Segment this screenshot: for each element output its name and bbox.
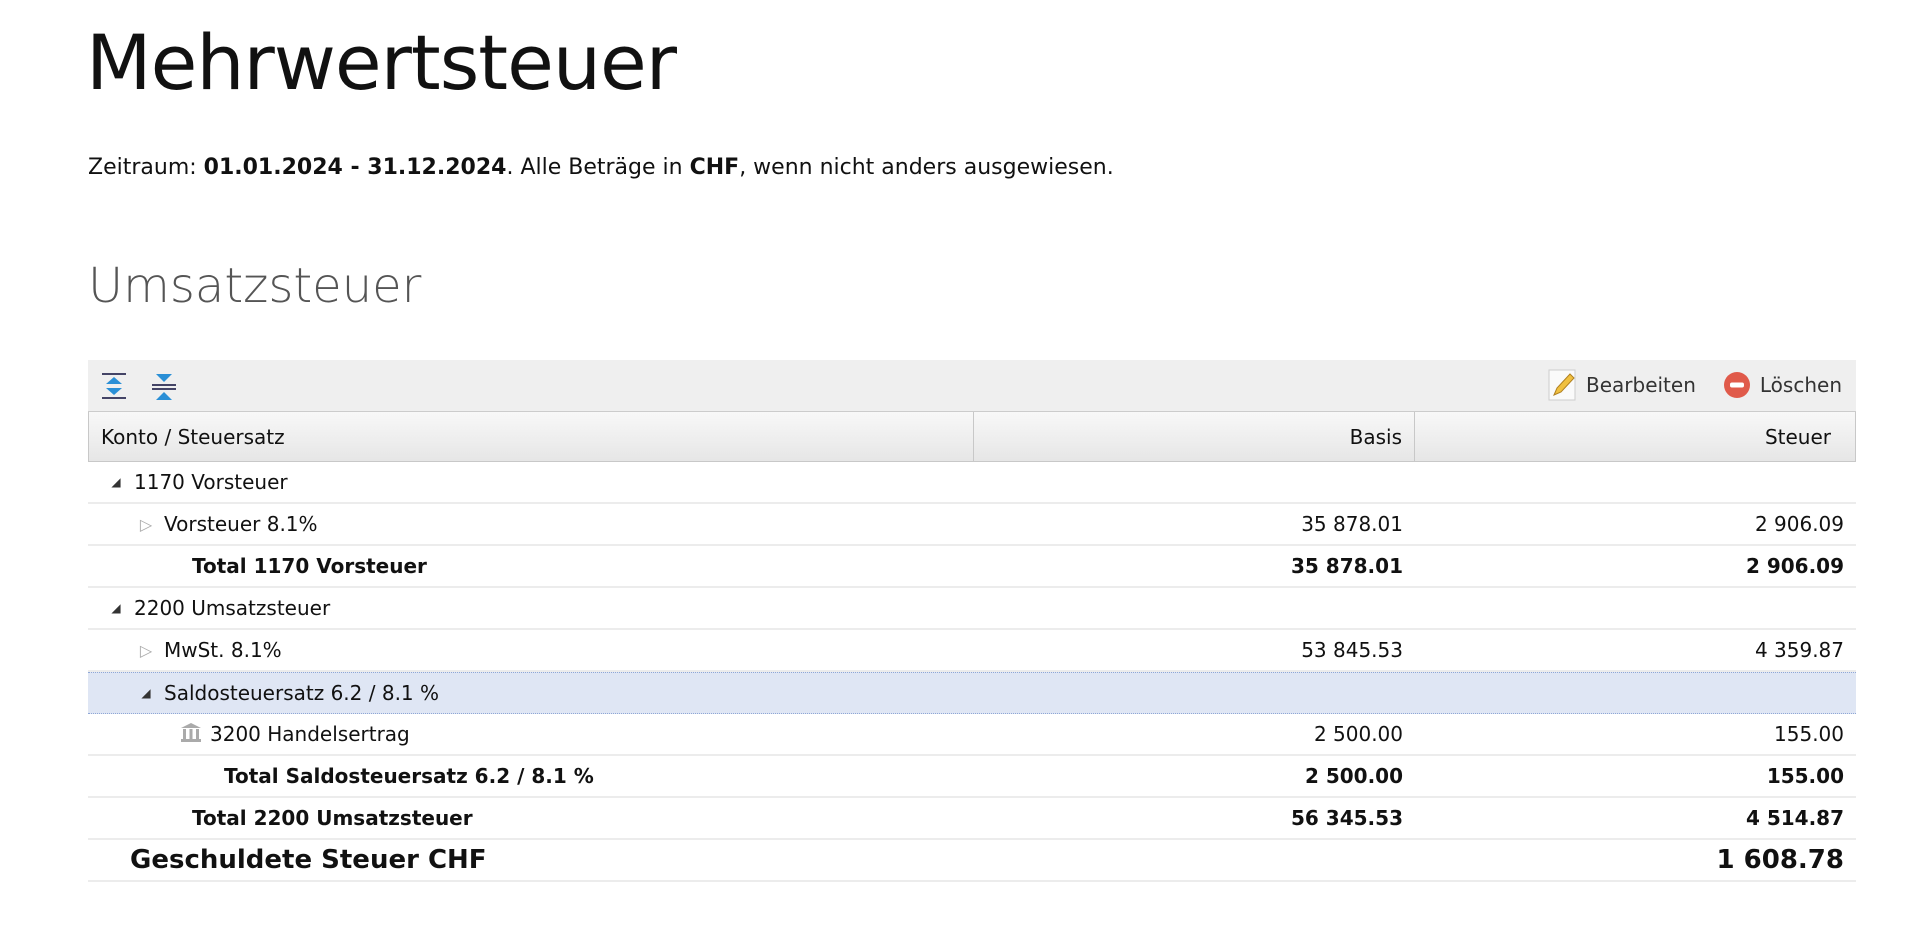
collapsed-triangle-icon[interactable]: ▷ xyxy=(139,514,153,534)
table-row[interactable]: ◢ 2200 Umsatzsteuer xyxy=(88,588,1856,630)
row-label: 2200 Umsatzsteuer xyxy=(134,596,331,620)
basis-value: 35 878.01 xyxy=(1291,554,1403,578)
period-info: Zeitraum: 01.01.2024 - 31.12.2024. Alle … xyxy=(88,155,1114,180)
expanded-triangle-icon[interactable]: ◢ xyxy=(141,686,151,700)
column-headers: Konto / Steuersatz Basis Steuer xyxy=(88,412,1856,462)
table-row[interactable]: ▷ MwSt. 8.1% 53 845.53 4 359.87 xyxy=(88,630,1856,672)
grand-total-row: Geschuldete Steuer CHF 1 608.78 xyxy=(88,840,1856,882)
basis-value: 53 845.53 xyxy=(1301,638,1403,662)
expanded-triangle-icon[interactable]: ◢ xyxy=(111,475,121,489)
row-label: MwSt. 8.1% xyxy=(164,638,282,662)
table-row[interactable]: ◢ 1170 Vorsteuer xyxy=(88,462,1856,504)
row-label: Vorsteuer 8.1% xyxy=(164,512,318,536)
column-header-konto[interactable]: Konto / Steuersatz xyxy=(89,412,974,461)
row-label: 1170 Vorsteuer xyxy=(134,470,288,494)
total-row[interactable]: Total Saldosteuersatz 6.2 / 8.1 % 2 500.0… xyxy=(88,756,1856,798)
basis-value: 2 500.00 xyxy=(1304,764,1403,788)
total-row[interactable]: Total 1170 Vorsteuer 35 878.01 2 906.09 xyxy=(88,546,1856,588)
steuer-value: 4 359.87 xyxy=(1754,638,1844,662)
delete-button[interactable]: Löschen xyxy=(1722,370,1842,400)
steuer-value: 155.00 xyxy=(1774,722,1844,746)
column-header-steuer[interactable]: Steuer xyxy=(1764,424,1831,449)
expanded-triangle-icon[interactable]: ◢ xyxy=(111,601,121,615)
period-range: 01.01.2024 - 31.12.2024 xyxy=(203,155,507,180)
vat-tree-grid: Bearbeiten Löschen Konto / Steuersatz Ba… xyxy=(88,360,1856,882)
row-label: 3200 Handelsertrag xyxy=(210,722,410,746)
steuer-value: 2 906.09 xyxy=(1754,512,1844,536)
account-bank-icon xyxy=(180,722,202,747)
grid-toolbar: Bearbeiten Löschen xyxy=(88,360,1856,412)
collapse-all-icon[interactable] xyxy=(150,371,178,405)
row-label: Saldosteuersatz 6.2 / 8.1 % xyxy=(164,681,440,705)
total-row[interactable]: Total 2200 Umsatzsteuer 56 345.53 4 514.87 xyxy=(88,798,1856,840)
period-text: . Alle Beträge in xyxy=(506,155,690,180)
steuer-value: 2 906.09 xyxy=(1745,554,1844,578)
grand-total-value: 1 608.78 xyxy=(1716,845,1844,875)
column-header-basis[interactable]: Basis xyxy=(974,412,1415,461)
page-title: Mehrwertsteuer xyxy=(86,18,677,107)
table-row[interactable]: ▷ Vorsteuer 8.1% 35 878.01 2 906.09 xyxy=(88,504,1856,546)
grand-total-label: Geschuldete Steuer CHF xyxy=(130,845,487,875)
collapsed-triangle-icon[interactable]: ▷ xyxy=(139,640,153,660)
table-row[interactable]: ◢ Saldosteuersatz 6.2 / 8.1 % xyxy=(88,672,1856,714)
edit-label: Bearbeiten xyxy=(1586,373,1696,397)
delete-label: Löschen xyxy=(1759,373,1842,397)
steuer-value: 155.00 xyxy=(1766,764,1844,788)
row-label: Total 2200 Umsatzsteuer xyxy=(192,806,473,830)
table-row[interactable]: 3200 Handelsertrag 2 500.00 155.00 xyxy=(88,714,1856,756)
period-text-end: , wenn nicht anders ausgewiesen. xyxy=(739,155,1114,180)
row-label: Total 1170 Vorsteuer xyxy=(192,554,427,578)
currency: CHF xyxy=(689,155,740,180)
section-title: Umsatzsteuer xyxy=(88,258,422,314)
expand-all-icon[interactable] xyxy=(100,371,128,405)
row-label: Total Saldosteuersatz 6.2 / 8.1 % xyxy=(224,764,594,788)
period-label: Zeitraum: xyxy=(88,155,204,180)
basis-value: 2 500.00 xyxy=(1313,722,1403,746)
edit-button[interactable]: Bearbeiten xyxy=(1548,369,1696,401)
basis-value: 35 878.01 xyxy=(1301,512,1403,536)
basis-value: 56 345.53 xyxy=(1291,806,1403,830)
steuer-value: 4 514.87 xyxy=(1745,806,1844,830)
